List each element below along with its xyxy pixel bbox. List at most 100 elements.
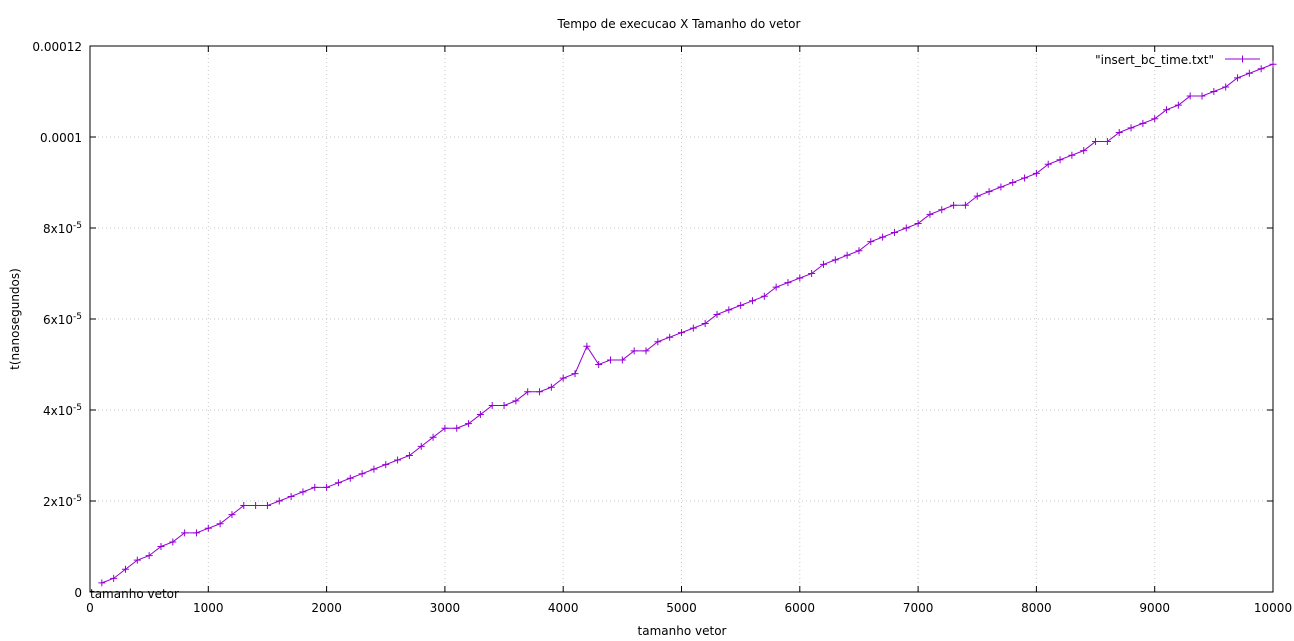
data-point-marker — [228, 511, 236, 519]
data-point-marker — [571, 370, 579, 378]
y-tick-label: 0.0001 — [40, 131, 82, 145]
data-point-marker — [973, 192, 981, 200]
data-point-marker — [240, 502, 248, 510]
data-point-marker — [204, 524, 212, 532]
data-point-marker — [1009, 179, 1017, 186]
data-point-marker — [145, 552, 153, 560]
data-point-marker — [630, 347, 638, 355]
data-point-marker — [110, 574, 118, 582]
series-line — [101, 63, 1274, 584]
data-point-marker — [311, 483, 319, 491]
data-point-marker — [595, 361, 603, 368]
data-point-marker — [1245, 69, 1253, 77]
data-point-marker — [772, 283, 780, 291]
chart-title: Tempo de execucao X Tamanho do vetor — [557, 17, 801, 31]
data-point-marker — [98, 579, 106, 587]
data-point-marker — [334, 479, 342, 487]
data-point-marker — [323, 483, 331, 491]
data-point-marker — [1222, 83, 1230, 91]
x-tick-label: 10000 — [1254, 601, 1292, 615]
data-point-marker — [476, 411, 484, 419]
data-point-marker — [157, 543, 165, 550]
data-point-marker — [618, 356, 626, 364]
data-point-marker — [488, 401, 496, 409]
x-tick-label: 1000 — [193, 601, 224, 615]
data-point-marker — [346, 474, 354, 482]
data-point-marker — [689, 324, 697, 332]
x-tick-labels: 0 1000 2000 3000 4000 5000 6000 7000 8000 9000 100… — [86, 601, 1292, 615]
x-tick-label: 5000 — [666, 601, 697, 615]
axis-ticks — [89, 45, 1274, 593]
y-tick-labels: 0 2x10-5 4x10-5 6x10-5 8x10-5 0.0001 0.00012 — [32, 40, 82, 600]
data-point-marker — [382, 461, 390, 469]
x-tick-label: 2000 — [311, 601, 342, 615]
x-tick-label: 8000 — [1021, 601, 1052, 615]
data-point-marker — [216, 520, 224, 528]
data-point-marker — [713, 310, 721, 318]
axis-annotation: tamanho vetor — [90, 587, 179, 601]
data-point-marker — [701, 320, 709, 328]
data-point-marker — [1127, 124, 1135, 132]
x-axis-label: tamanho vetor — [638, 624, 727, 638]
data-point-marker — [808, 270, 816, 277]
data-point-marker — [133, 556, 141, 564]
data-point-marker — [678, 329, 685, 337]
data-point-marker — [879, 233, 887, 241]
y-axis-label: t(nanosegundos) — [8, 268, 22, 370]
data-point-marker — [784, 279, 792, 287]
data-point-marker — [536, 388, 544, 396]
data-point-marker — [1139, 119, 1147, 127]
x-tick-label: 4000 — [548, 601, 579, 615]
data-point-marker — [831, 256, 839, 264]
data-point-marker — [192, 529, 200, 537]
data-point-marker — [1257, 65, 1265, 73]
legend-marker — [1239, 55, 1246, 63]
data-point-marker — [737, 301, 745, 309]
data-point-marker — [394, 456, 402, 464]
data-point-marker — [547, 383, 555, 391]
data-point-marker — [358, 470, 366, 478]
data-point-marker — [252, 502, 260, 510]
data-point-marker — [1115, 128, 1123, 136]
data-point-marker — [287, 492, 295, 500]
data-point-marker — [1044, 160, 1052, 168]
data-point-marker — [1021, 174, 1029, 182]
x-tick-label: 7000 — [903, 601, 934, 615]
x-tick-label: 9000 — [1139, 601, 1170, 615]
data-point-marker — [559, 374, 567, 382]
y-tick-label: 8x10-5 — [43, 221, 82, 236]
data-point-marker — [417, 442, 425, 450]
data-point-marker — [275, 497, 283, 505]
data-point-marker — [902, 224, 910, 232]
data-point-marker — [453, 424, 461, 432]
data-point-marker — [121, 565, 129, 573]
data-point-marker — [725, 306, 733, 314]
data-point-marker — [405, 452, 413, 459]
data-point-marker — [1092, 138, 1100, 146]
data-point-marker — [441, 424, 449, 432]
data-point-marker — [1068, 151, 1076, 159]
data-point-marker — [938, 206, 946, 214]
data-point-marker — [1151, 115, 1159, 123]
y-tick-label: 4x10-5 — [43, 403, 82, 418]
x-tick-label: 6000 — [785, 601, 816, 615]
data-point-marker — [855, 247, 863, 255]
grid — [90, 46, 1273, 592]
data-point-marker — [1056, 156, 1064, 164]
series-layer — [98, 60, 1277, 587]
data-point-marker — [169, 538, 177, 546]
data-point-marker — [926, 210, 934, 218]
data-point-marker — [429, 433, 437, 441]
x-tick-label: 3000 — [430, 601, 461, 615]
data-point-marker — [985, 188, 993, 196]
data-point-marker — [950, 201, 958, 209]
data-point-marker — [1080, 147, 1088, 155]
data-point-marker — [512, 397, 520, 405]
data-point-marker — [524, 388, 532, 396]
data-point-marker — [181, 529, 189, 537]
data-point-marker — [607, 356, 615, 364]
data-point-marker — [370, 465, 378, 473]
data-point-marker — [1186, 92, 1194, 100]
